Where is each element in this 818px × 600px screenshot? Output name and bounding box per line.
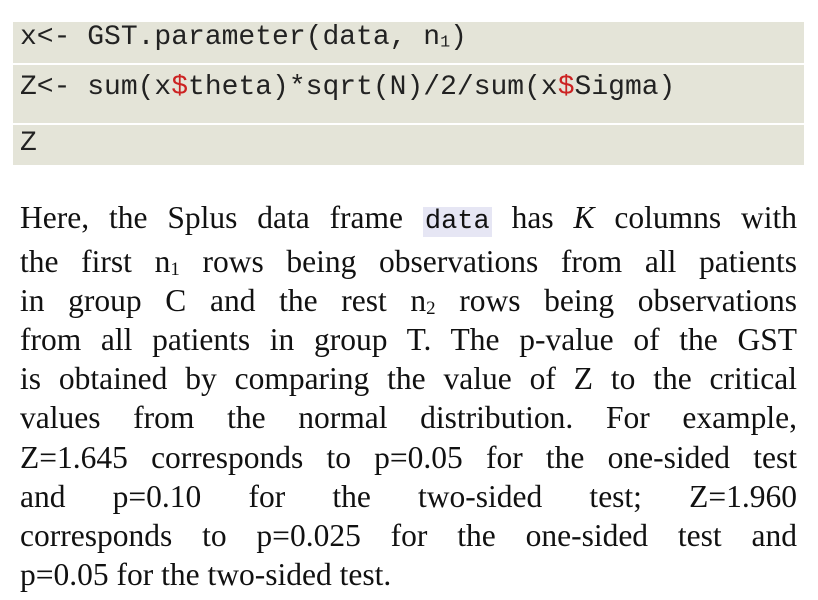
paragraph-line-8: and p=0.10 for the two-sided test; Z=1.9…	[20, 478, 797, 514]
line-2-before: the first n	[20, 244, 171, 280]
code-line-2: Z<- sum(x$theta)*sqrt(N)/2/sum(x$Sigma)	[13, 65, 804, 125]
line-1-mid: has	[491, 200, 574, 235]
line-2-subscript: 1	[170, 258, 180, 280]
dollar-sign-2: $	[557, 72, 575, 103]
paragraph-line-3: in group C and the rest n2 rows being ob…	[20, 281, 797, 320]
code-line-1-suffix: )	[450, 22, 467, 53]
line-2-after: rows being observations from all patient…	[179, 244, 797, 280]
code-line-2-part2: theta)*sqrt(N)/2/sum(x	[188, 72, 558, 103]
paragraph-line-1: Here, the Splus data frame data has K co…	[20, 198, 797, 242]
paragraph-line-5: is obtained by comparing the value of Z …	[20, 361, 797, 397]
code-line-1-var: n	[423, 22, 441, 53]
line-1-before: Here, the Splus data frame	[20, 200, 423, 235]
code-line-2-part1: Z<- sum(x	[20, 72, 172, 103]
paragraph-line-7: Z=1.645 corresponds to p=0.05 for the on…	[20, 439, 797, 475]
body-paragraph: Here, the Splus data frame data has K co…	[20, 198, 797, 594]
code-line-1-subscript: 1	[440, 33, 451, 53]
line-1-after: columns with	[594, 200, 798, 235]
paragraph-line-9: corresponds to p=0.025 for the one-sided…	[20, 517, 797, 553]
paragraph-line-6: values from the normal distribution. For…	[20, 400, 797, 436]
paragraph-line-2: the first n1 rows being observations fro…	[20, 242, 797, 281]
variable-K: K	[573, 200, 595, 235]
line-3-before: in group C and the rest n	[20, 283, 427, 319]
line-3-subscript: 2	[426, 298, 436, 320]
inline-code-data: data	[422, 207, 492, 237]
paragraph-line-10: p=0.05 for the two-sided test.	[20, 556, 392, 592]
code-line-2-part3: Sigma)	[574, 72, 676, 103]
line-3-after: rows being observations	[435, 283, 797, 319]
code-line-1: x<- GST.parameter(data, n1)	[13, 22, 804, 65]
dollar-sign-1: $	[171, 72, 189, 103]
code-line-1-prefix: x<- GST.parameter(data,	[20, 22, 424, 53]
code-block: x<- GST.parameter(data, n1) Z<- sum(x$th…	[13, 22, 804, 165]
code-line-3: Z	[20, 128, 37, 159]
paragraph-line-4: from all patients in group T. The p-valu…	[20, 322, 797, 358]
